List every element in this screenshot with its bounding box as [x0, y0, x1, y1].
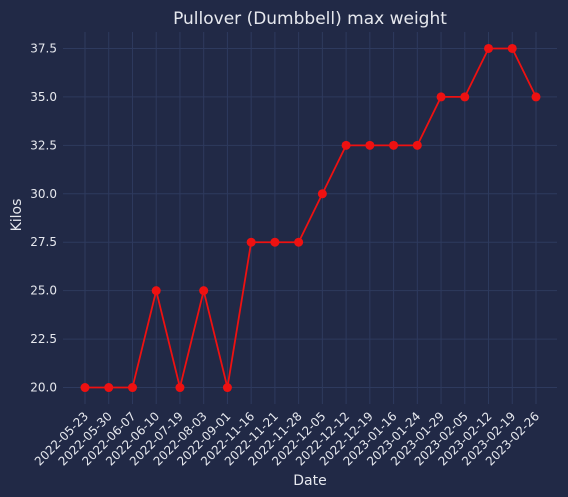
x-axis-label: Date [293, 473, 326, 489]
y-tick-labels: 20.0 22.5 25.0 27.5 30.0 32.5 35.0 37.5 [30, 41, 57, 394]
data-point [80, 383, 90, 393]
y-tick-label: 32.5 [30, 138, 57, 152]
y-tick-label: 27.5 [30, 235, 57, 249]
data-point [531, 92, 541, 102]
data-point [270, 237, 280, 247]
data-point [365, 140, 375, 150]
data-point [460, 92, 470, 102]
data-point [484, 43, 494, 53]
data-point [507, 43, 517, 53]
data-point [127, 383, 137, 393]
data-point [436, 92, 446, 102]
data-point [294, 237, 304, 247]
y-tick-label: 22.5 [30, 332, 57, 346]
data-point [104, 383, 114, 393]
data-point [389, 140, 399, 150]
data-point [222, 383, 232, 393]
data-point [317, 189, 327, 199]
y-tick-label: 35.0 [30, 90, 57, 104]
y-axis-label: Kilos [9, 199, 25, 232]
data-point [412, 140, 422, 150]
y-tick-label: 30.0 [30, 187, 57, 201]
data-point [246, 237, 256, 247]
data-point [341, 140, 351, 150]
y-tick-label: 37.5 [30, 41, 57, 55]
y-tick-label: 25.0 [30, 284, 57, 298]
chart-title: Pullover (Dumbbell) max weight [173, 9, 447, 29]
data-point [151, 286, 161, 296]
y-tick-label: 20.0 [30, 381, 57, 395]
data-point [199, 286, 209, 296]
data-point [175, 383, 185, 393]
grid-lines [63, 32, 557, 404]
series-line-layer [80, 43, 541, 393]
